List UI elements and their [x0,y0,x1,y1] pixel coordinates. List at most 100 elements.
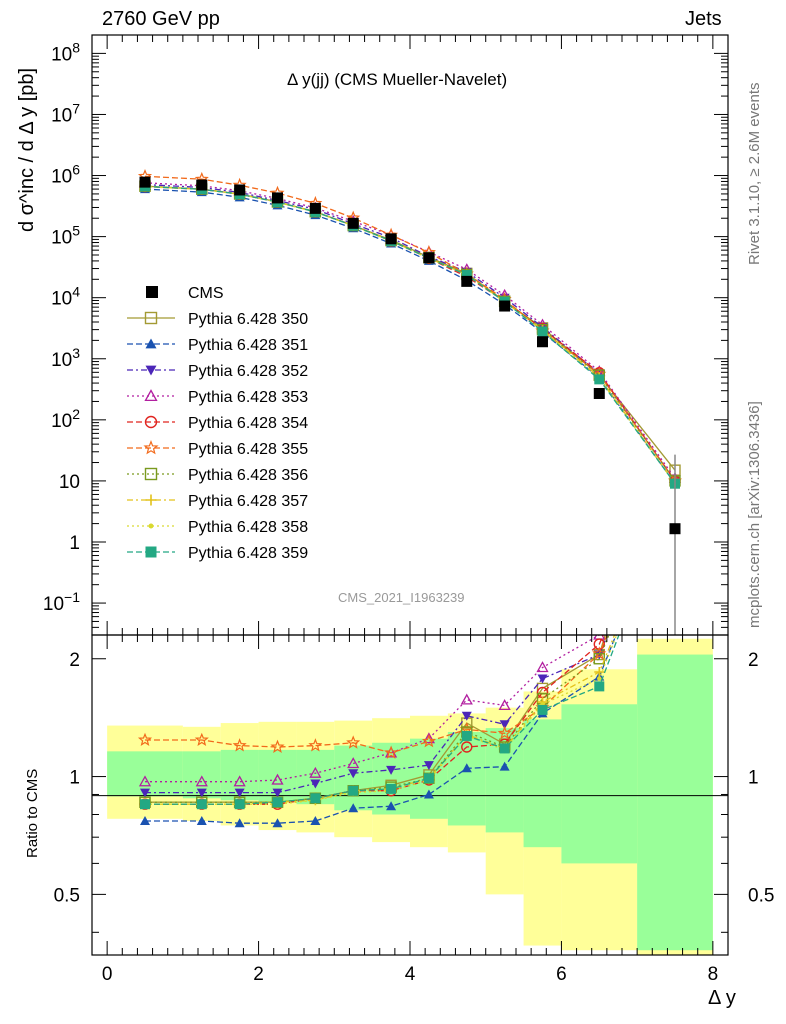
ratio-point-359 [499,743,510,754]
cms-data-point [309,202,321,214]
cms-data-point [139,176,151,188]
legend-label: Pythia 6.428 350 [188,311,308,328]
legend-marker [144,415,158,429]
legend-label: Pythia 6.428 353 [188,389,308,406]
ratio-point-351 [423,789,434,799]
ratio-point-359 [272,797,283,808]
band-inner-8 [447,731,486,826]
x-tick-label: 6 [556,964,567,985]
chart-title-text: Δ y(jj) (CMS Mueller-Navelet) [287,70,508,89]
band-inner-11 [561,704,638,864]
ratio-point-352 [310,779,321,789]
x-tick-label: 8 [708,964,719,985]
ratio-point-359 [537,704,548,715]
y-axis-label: d σ^inc / d Δ y [pb] [16,67,38,232]
cms-data-point [537,336,548,348]
ratio-tick-label-right: 0.5 [748,885,774,906]
legend-marker [145,365,157,376]
ratio-point-355 [137,732,153,747]
ratio-axis-label: Ratio to CMS [24,768,41,858]
band-inner-10 [523,719,562,848]
legend-label: Pythia 6.428 359 [188,545,308,562]
legend-marker [143,440,159,455]
rivet-version-text: Rivet 3.1.10, ≥ 2.6M events [746,82,763,266]
ratio-point-351 [272,818,283,828]
ratio-point-352 [272,788,283,798]
series-line-354 [144,185,676,482]
legend-label: CMS [188,285,224,302]
x-tick-label: 2 [253,964,264,985]
ratio-point-351 [140,815,150,825]
ratio-point-359 [348,785,359,796]
cms-data-point [347,217,359,229]
series-line-357 [144,185,676,485]
y-tick-label: 102 [51,406,80,432]
y-tick-label: 106 [51,162,80,188]
ratio-point-359 [310,793,321,804]
cms-data-point [272,192,283,204]
ratio-point-359 [423,773,434,784]
ratio-point-353 [309,766,322,778]
y-tick-label: 105 [51,223,80,249]
legend-label: Pythia 6.428 358 [188,519,308,536]
ratio-point-352 [537,674,548,684]
legend-label: Pythia 6.428 357 [188,493,308,510]
cms-data-point [669,523,681,535]
ratio-uncertainty-bands [107,638,713,955]
ratio-point-352 [196,788,207,798]
series-point-359 [461,270,472,281]
x-tick-label: 0 [102,964,113,985]
ratio-point-352 [140,788,150,798]
ratio-point-355 [592,646,607,660]
legend-marker [145,546,157,558]
ratio-point-352 [594,650,605,660]
ratio-point-352 [386,765,397,775]
legend-label: Pythia 6.428 355 [188,441,308,458]
ratio-point-351 [461,763,472,773]
main-series [137,169,683,635]
axis-ticks [92,35,728,955]
ratio-point-359 [386,783,397,794]
x-tick-label: 4 [405,964,416,985]
series-line-358 [144,185,676,485]
ratio-series [137,635,620,828]
analysis-id-watermark: CMS_2021_I1963239 [338,590,465,605]
ratio-point-359 [461,730,472,741]
ratio-point-353 [347,757,360,769]
header-left: 2760 GeV pp [102,8,220,30]
series-point-359 [594,374,605,385]
ratio-point-359 [234,799,245,810]
ratio-point-351 [234,818,245,828]
mcplots-text: mcplots.cern.ch [arXiv:1306.3436] [746,401,763,628]
ratio-point-353 [498,699,511,711]
y-tick-label: 103 [51,345,80,371]
ratio-tick-label-left: 1 [69,768,80,789]
legend-marker [146,286,158,298]
ratio-point-351 [310,815,321,825]
band-inner-12 [637,654,713,951]
series-line-356 [144,185,676,482]
ratio-tick-label-left: 0.5 [54,885,80,906]
ratio-point-355 [194,732,209,747]
ratio-point-352 [461,711,472,721]
ratio-point-358 [597,676,602,681]
ratio-point-352 [234,788,245,798]
ratio-tick-label-right: 1 [748,768,759,789]
cms-data-point [499,300,511,312]
ratio-point-353 [138,775,152,787]
ratio-point-353 [271,773,284,785]
ratio-point-355 [497,725,512,740]
ratio-point-355 [421,733,436,748]
ratio-point-355 [232,738,247,752]
ratio-point-355 [270,739,285,754]
ratio-point-352 [348,769,359,779]
legend-marker [148,523,154,529]
legend-label: Pythia 6.428 356 [188,467,308,484]
ratio-point-359 [594,681,605,692]
ratio-point-352 [423,761,434,771]
ratio-point-351 [348,803,359,813]
y-tick-label: 10 [59,472,80,493]
legend-label: Pythia 6.428 354 [188,415,308,432]
series-line-355 [144,175,676,482]
